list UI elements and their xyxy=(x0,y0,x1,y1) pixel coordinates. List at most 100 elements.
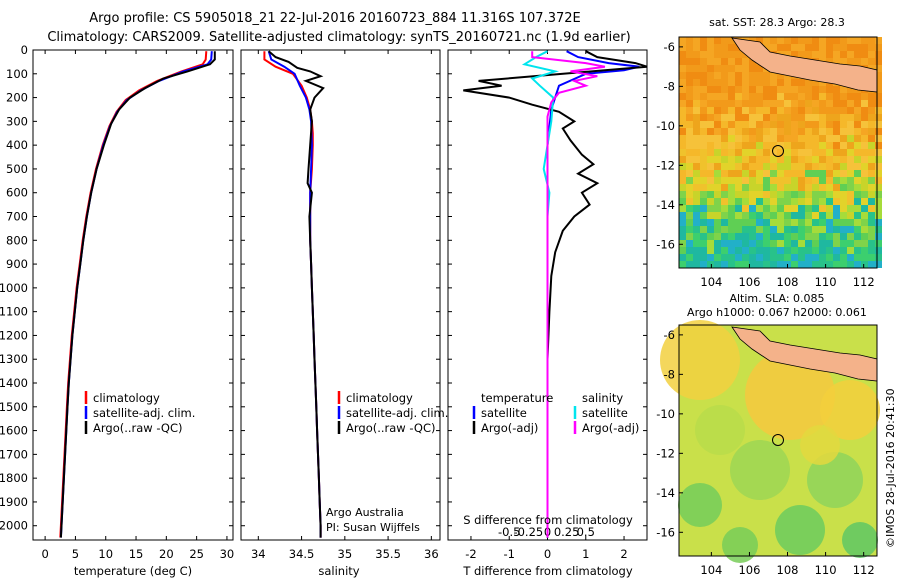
sst-cell xyxy=(840,212,847,219)
sst-cell xyxy=(735,247,742,254)
sst-cell xyxy=(756,72,763,79)
sst-cell xyxy=(854,240,861,247)
sst-cell xyxy=(833,163,840,170)
sst-cell xyxy=(700,51,707,58)
sst-cell xyxy=(805,93,812,100)
sst-cell xyxy=(854,254,861,261)
legend-sal-argo: Argo(-adj) xyxy=(582,421,639,435)
map-y-tick-label: -6 xyxy=(664,40,675,54)
sst-cell xyxy=(784,156,791,163)
sst-cell xyxy=(770,247,777,254)
sst-cell xyxy=(826,191,833,198)
sst-cell xyxy=(784,128,791,135)
legend-temperature-title: temperature xyxy=(481,391,553,405)
sst-cell xyxy=(756,247,763,254)
sst-cell xyxy=(868,198,875,205)
sst-cell xyxy=(875,219,882,226)
sst-cell xyxy=(763,170,770,177)
sst-cell xyxy=(819,149,826,156)
sst-cell xyxy=(847,100,854,107)
sst-cell xyxy=(700,37,707,44)
sst-cell xyxy=(728,219,735,226)
sst-cell xyxy=(686,51,693,58)
sst-cell xyxy=(847,128,854,135)
x-tick-label: 25 xyxy=(189,547,204,561)
sst-cell xyxy=(854,226,861,233)
x-tick-label: 35 xyxy=(338,547,353,561)
y-tick-label: 100 xyxy=(6,67,28,81)
x-tick-label: 1 xyxy=(582,547,589,561)
sst-map: sat. SST: 28.3 Argo: 28.3 104 106 108 110 11… xyxy=(656,16,882,289)
sst-cell xyxy=(805,149,812,156)
sst-cell xyxy=(798,163,805,170)
imos-stamp: ©IMOS 28-Jul-2016 20:41:30 xyxy=(884,388,897,548)
profile-location-marker xyxy=(772,434,784,446)
sst-cell xyxy=(728,128,735,135)
sst-cell xyxy=(714,170,721,177)
sst-cell xyxy=(791,79,798,86)
sst-cell xyxy=(749,177,756,184)
sst-cell xyxy=(700,149,707,156)
sst-cell xyxy=(735,128,742,135)
temperature-panel: 0100200300400500600700800900100011001200… xyxy=(0,43,234,578)
sst-cell xyxy=(693,93,700,100)
sst-cell xyxy=(847,142,854,149)
sst-cell xyxy=(826,212,833,219)
sst-cell xyxy=(679,72,686,79)
sst-cell xyxy=(875,107,882,114)
x-tick-label: 2 xyxy=(620,547,627,561)
series-line-salinity-argo-adj- xyxy=(531,51,606,538)
sst-cell xyxy=(728,233,735,240)
sst-cell xyxy=(693,121,700,128)
sst-cell xyxy=(784,254,791,261)
sst-cell xyxy=(756,149,763,156)
sst-cell xyxy=(847,107,854,114)
sst-cell xyxy=(812,205,819,212)
map-y-tick-label: -14 xyxy=(656,486,675,500)
sst-cell xyxy=(714,128,721,135)
legend-argo: Argo(..raw -QC) xyxy=(93,421,183,435)
sst-cell xyxy=(812,79,819,86)
sst-cell xyxy=(749,135,756,142)
sst-cell xyxy=(707,149,714,156)
sst-cell xyxy=(756,114,763,121)
sst-cell xyxy=(700,65,707,72)
sst-cell xyxy=(805,261,812,268)
sst-cell xyxy=(784,184,791,191)
y-tick-label: 400 xyxy=(6,138,28,152)
sst-cell xyxy=(819,37,826,44)
sst-cell xyxy=(770,93,777,100)
legend-satellite-adj: satellite-adj. clim. xyxy=(93,406,195,420)
sst-cell xyxy=(777,156,784,163)
sst-cell xyxy=(784,212,791,219)
sst-cell xyxy=(805,219,812,226)
sst-cell xyxy=(868,177,875,184)
sst-cell xyxy=(819,254,826,261)
sst-cell xyxy=(770,184,777,191)
sla-blob xyxy=(730,440,790,500)
map-y-tick-label: -14 xyxy=(656,198,675,212)
sst-cell xyxy=(749,58,756,65)
sst-cell xyxy=(763,107,770,114)
sst-cell xyxy=(693,37,700,44)
sst-cell xyxy=(714,212,721,219)
sst-cell xyxy=(861,149,868,156)
sst-cell xyxy=(707,205,714,212)
sst-cell xyxy=(707,247,714,254)
sst-cell xyxy=(742,100,749,107)
sst-cell xyxy=(819,170,826,177)
sst-cell xyxy=(763,226,770,233)
sst-cell xyxy=(791,226,798,233)
sst-cell xyxy=(777,142,784,149)
sst-cell xyxy=(826,184,833,191)
sst-cell xyxy=(742,65,749,72)
sst-cell xyxy=(707,170,714,177)
sst-cell xyxy=(686,261,693,268)
sst-cell xyxy=(868,51,875,58)
sst-cell xyxy=(728,79,735,86)
sst-cell xyxy=(777,247,784,254)
sst-cell xyxy=(735,107,742,114)
y-tick-label: 1200 xyxy=(0,328,28,342)
sst-cell xyxy=(686,100,693,107)
sst-cell xyxy=(805,170,812,177)
